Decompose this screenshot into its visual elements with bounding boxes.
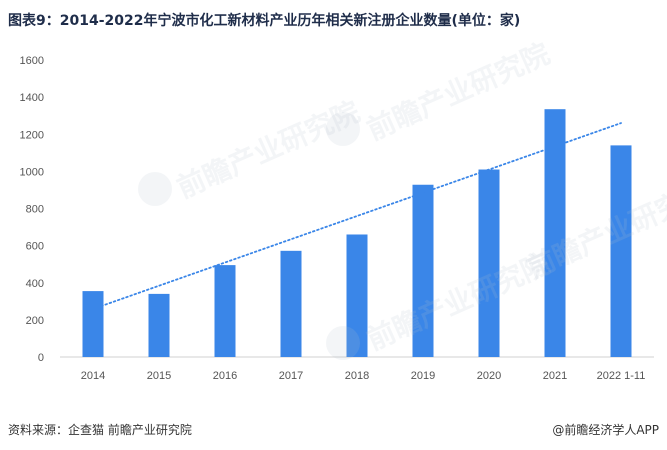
bar-2020 (478, 169, 500, 357)
bar-2021 (544, 109, 566, 357)
y-tick-label: 600 (26, 241, 44, 253)
bar-2014 (82, 291, 104, 357)
trendline (92, 122, 622, 310)
x-tick-label: 2017 (279, 370, 303, 382)
y-tick-label: 800 (26, 204, 44, 216)
bar-2022-1-11 (610, 145, 632, 357)
x-tick-label: 2019 (411, 370, 435, 382)
x-tick-label: 2018 (345, 370, 369, 382)
source-note: 资料来源：企查猫 前瞻产业研究院 (8, 423, 192, 437)
x-tick-label: 2021 (543, 370, 567, 382)
chart-title: 图表9：2014-2022年宁波市化工新材料产业历年相关新注册企业数量(单位：家… (8, 13, 521, 29)
bar-2017 (280, 250, 302, 357)
y-tick-label: 0 (38, 352, 44, 364)
bar-chart: 0 200 400 600 800 1000 1200 1400 1600 2014 2015 201… (20, 55, 654, 382)
x-tick-label: 2016 (213, 370, 237, 382)
bar-2015 (148, 293, 170, 357)
x-tick-label: 2020 (477, 370, 501, 382)
x-tick-label: 2014 (81, 370, 105, 382)
chart-footer: 资料来源：企查猫 前瞻产业研究院 @前瞻经济学人APP (0, 415, 667, 450)
credit-note: @前瞻经济学人APP (552, 423, 659, 437)
chart-area: 0 200 400 600 800 1000 1200 1400 1600 2014 2015 201… (0, 40, 667, 395)
bar-2016 (214, 265, 236, 357)
x-tick-label: 2022 1-11 (597, 370, 646, 382)
y-tick-label: 1000 (20, 166, 44, 178)
bar-2018 (346, 234, 368, 357)
x-tick-label: 2015 (147, 370, 171, 382)
bar-2019 (412, 184, 434, 357)
y-tick-label: 1400 (20, 92, 44, 104)
y-tick-label: 200 (26, 315, 44, 327)
y-tick-label: 1600 (20, 55, 44, 67)
y-tick-label: 400 (26, 278, 44, 290)
y-tick-label: 1200 (20, 129, 44, 141)
